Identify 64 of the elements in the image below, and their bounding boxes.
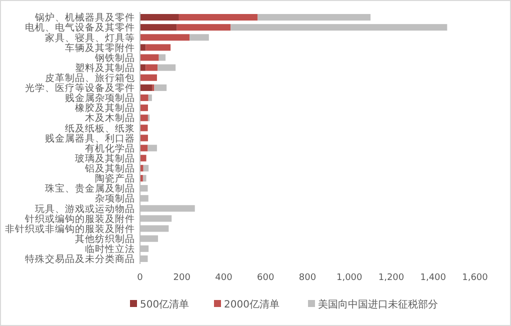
x-tick-label: 1,200	[378, 273, 404, 283]
y-tick-label: 珠宝、贵金属及制品	[45, 182, 135, 195]
bar	[140, 144, 148, 152]
y-tick-label: 锅炉、机械器具及零件	[34, 12, 135, 24]
bar	[140, 24, 177, 31]
bar	[176, 24, 231, 31]
bar	[146, 44, 171, 51]
y-tick-label: 有机化学品	[85, 142, 135, 154]
bar	[140, 154, 146, 162]
legend-label: 美国向中国进口未征税部分	[318, 298, 438, 310]
y-tick-label: 光学、医疗等设备及零件	[25, 82, 135, 94]
bar	[190, 34, 209, 41]
y-tick-label: 铝及其制品	[84, 162, 135, 175]
bar	[140, 124, 148, 132]
x-tick-label: 0	[137, 273, 144, 283]
x-tick-label: 800	[298, 273, 316, 283]
x-tick-label: 200	[173, 273, 191, 283]
bar	[140, 94, 148, 102]
y-tick-label: 电机、电气设备及其零件	[25, 22, 135, 34]
y-tick-label: 贱金属杂项制品	[65, 92, 135, 104]
bar	[148, 94, 152, 102]
legend-label: 2000亿清单	[224, 298, 280, 310]
y-tick-label: 玻璃及其制品	[75, 152, 135, 164]
bar	[140, 54, 159, 61]
bar	[258, 14, 371, 21]
bar	[140, 134, 148, 142]
bar	[146, 64, 158, 71]
bar	[142, 174, 146, 182]
bar	[140, 114, 148, 122]
bar	[158, 64, 176, 71]
x-tick-label: 600	[257, 273, 274, 283]
y-tick-label: 针织或编钩的服装及附件	[24, 212, 135, 225]
y-tick-label: 木及木制品	[85, 112, 135, 124]
bar	[158, 54, 166, 61]
x-tick-label: 1,000	[336, 273, 363, 283]
legend-label: 500亿清单	[140, 298, 190, 310]
bar	[140, 34, 190, 41]
bar	[140, 74, 157, 81]
y-tick-label: 塑料及其制品	[75, 62, 135, 74]
y-tick-label: 家具、寝具、灯具等	[45, 32, 135, 44]
bar	[140, 14, 179, 21]
y-tick-label: 临时性立法	[85, 243, 135, 256]
bar	[143, 164, 149, 172]
y-tick-label: 陶瓷产品	[95, 172, 135, 185]
x-tick-label: 400	[215, 273, 233, 283]
y-tick-label: 车辆及其零附件	[65, 42, 135, 54]
bar	[140, 84, 152, 91]
y-tick-label: 其他纺织制品	[75, 232, 135, 245]
bar	[148, 144, 157, 152]
y-tick-label: 杂项制品	[95, 192, 135, 205]
y-tick-label: 玩具、游戏或运动物品	[35, 202, 135, 215]
y-tick-label: 贱金属器具、利口器	[45, 132, 135, 144]
y-tick-label: 钢铁制品	[94, 52, 135, 64]
x-tick-label: 1,600	[462, 273, 488, 283]
bar	[154, 84, 167, 91]
y-tick-label: 纸及纸板、纸浆	[65, 122, 135, 134]
y-tick-label: 皮革制品、旅行箱包	[45, 72, 135, 84]
y-tick-label: 特殊交易品及未分类商品	[25, 253, 135, 266]
y-tick-label: 橡胶及其制品	[75, 102, 135, 114]
bar	[140, 104, 148, 112]
bar	[178, 14, 258, 21]
y-tick-label: 非针织或非编钩的服装及附件	[5, 222, 135, 235]
bar	[230, 24, 448, 31]
x-tick-label: 1,400	[420, 273, 446, 283]
